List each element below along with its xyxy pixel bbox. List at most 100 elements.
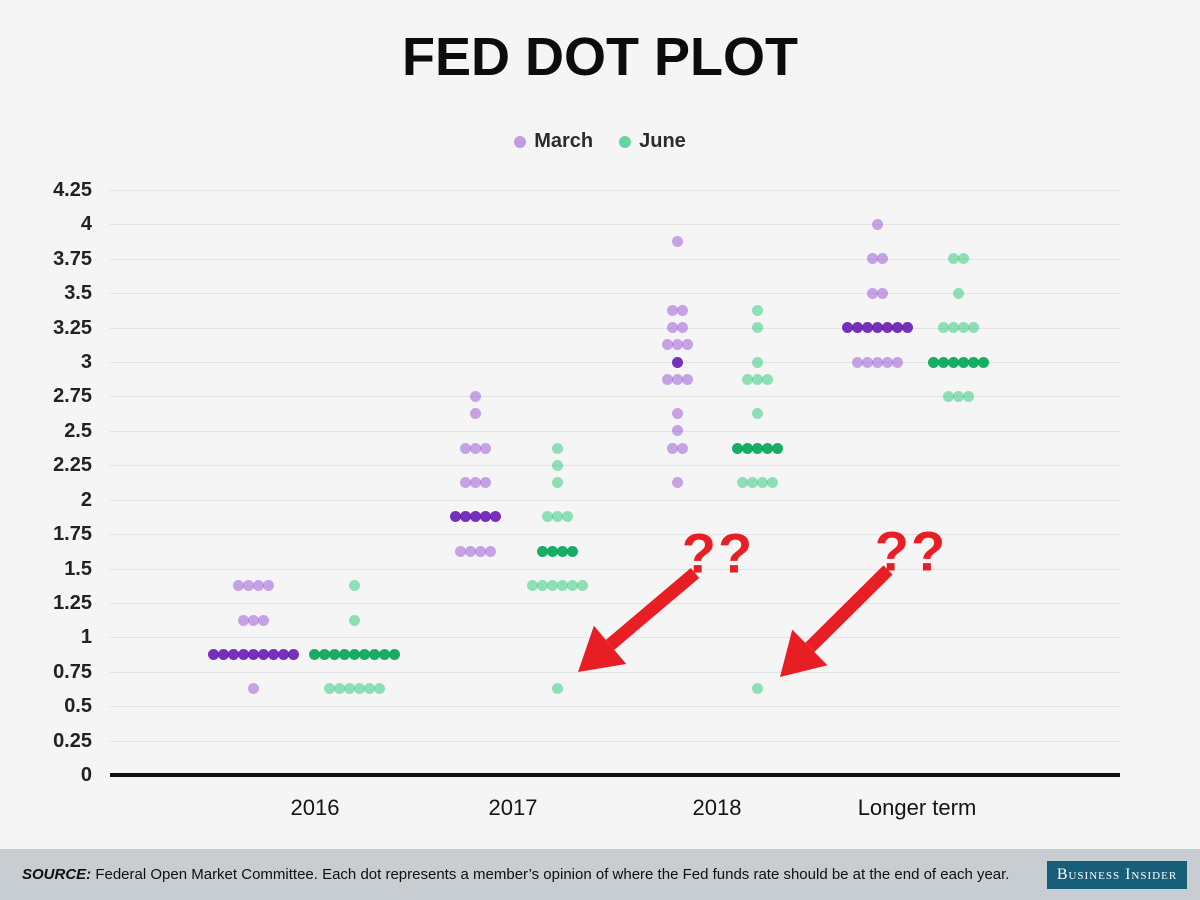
june-dot xyxy=(363,683,375,695)
march-dot xyxy=(237,649,249,661)
y-axis-tick-label: 0.25 xyxy=(53,729,92,752)
source-text: Federal Open Market Committee. Each dot … xyxy=(91,866,1010,883)
june-dot xyxy=(551,442,563,454)
june-dot xyxy=(957,253,969,265)
march-dot xyxy=(901,322,913,334)
march-dot xyxy=(671,356,683,368)
march-dot xyxy=(666,442,678,454)
y-axis-tick-label: 2 xyxy=(80,488,92,511)
march-dot xyxy=(671,477,683,488)
chart-legend: March June xyxy=(0,130,1200,153)
june-dot xyxy=(546,545,558,557)
march-dot xyxy=(257,649,269,661)
june-dot xyxy=(736,477,748,488)
source-label: SOURCE: xyxy=(22,866,92,883)
june-dot xyxy=(751,322,763,334)
june-dot xyxy=(551,511,563,523)
june-dot xyxy=(751,373,763,385)
june-dot xyxy=(556,545,568,557)
question-marks-annotation-2017: ?? xyxy=(681,521,755,585)
march-dot xyxy=(871,322,883,334)
march-dot xyxy=(227,649,239,661)
gridline xyxy=(110,327,1120,329)
june-dot xyxy=(761,373,773,385)
gridline xyxy=(110,534,1120,536)
gridline xyxy=(110,362,1120,364)
chart-title: FED DOT PLOT xyxy=(402,27,798,87)
march-dot xyxy=(469,442,481,454)
june-dot xyxy=(741,442,753,454)
march-dot xyxy=(671,236,683,248)
x-axis-tick-label: 2018 xyxy=(692,795,742,820)
y-axis-tick-label: 2.25 xyxy=(53,454,92,477)
y-axis-tick-label: 0 xyxy=(80,764,92,786)
june-dot xyxy=(358,649,370,661)
legend-label-march: March xyxy=(534,130,594,152)
june-dot xyxy=(348,649,360,661)
y-axis-tick-label: 1.75 xyxy=(53,523,92,546)
june-dot xyxy=(741,373,753,385)
footer-bar: SOURCE: Federal Open Market Committee. E… xyxy=(0,849,1200,900)
business-insider-logo: Business Insider xyxy=(1047,861,1187,889)
march-dot xyxy=(841,322,853,334)
june-dot xyxy=(551,459,563,471)
march-dot xyxy=(207,649,219,661)
march-dot xyxy=(449,511,461,523)
june-dot xyxy=(751,683,763,695)
march-dot xyxy=(866,287,878,299)
june-dot xyxy=(333,683,345,695)
june-dot xyxy=(551,683,563,695)
y-axis-tick-label: 2.75 xyxy=(53,385,92,408)
march-dot xyxy=(676,322,688,334)
march-dot xyxy=(469,408,481,420)
march-dot xyxy=(671,408,683,420)
june-dot xyxy=(546,580,558,592)
gridline xyxy=(110,706,1120,708)
march-dot xyxy=(851,356,863,368)
june-dot xyxy=(937,356,949,368)
june-dot xyxy=(536,545,548,557)
march-dot xyxy=(866,253,878,265)
june-dot xyxy=(348,614,360,626)
gridline xyxy=(110,637,1120,639)
june-dot xyxy=(947,356,959,368)
june-dot xyxy=(576,580,588,592)
march-dot xyxy=(247,683,259,695)
june-dot xyxy=(373,683,385,695)
march-dot xyxy=(287,649,299,661)
march-dot xyxy=(891,356,903,368)
gridline xyxy=(110,568,1120,570)
june-dot xyxy=(947,253,959,265)
march-dot xyxy=(247,649,259,661)
march-dot xyxy=(454,545,466,557)
june-dot xyxy=(927,356,939,368)
gridline xyxy=(110,499,1120,501)
march-dot xyxy=(676,304,688,316)
june-dot xyxy=(323,683,335,695)
march-dot xyxy=(232,580,244,592)
june-dot xyxy=(388,649,400,661)
march-dot xyxy=(489,511,501,523)
legend-label-june: June xyxy=(639,130,686,152)
june-dot xyxy=(751,304,763,316)
gridline xyxy=(110,602,1120,604)
y-axis-tick-label: 1.5 xyxy=(64,557,92,580)
question-marks-annotation-2018: ?? xyxy=(874,519,948,583)
june-dot xyxy=(338,649,350,661)
june-dot xyxy=(967,356,979,368)
march-dot xyxy=(681,373,693,385)
y-axis-tick-label: 1 xyxy=(80,626,92,649)
june-dot xyxy=(756,477,768,488)
june-dot xyxy=(368,649,380,661)
march-dot xyxy=(277,649,289,661)
y-axis-tick-label: 1.25 xyxy=(53,591,92,614)
y-axis-tick-label: 3.75 xyxy=(53,247,92,270)
march-dot xyxy=(891,322,903,334)
y-axis-tick-label: 3.25 xyxy=(53,316,92,339)
march-dot xyxy=(871,218,883,230)
x-axis-line xyxy=(110,773,1120,777)
legend-item-march: March xyxy=(514,130,593,153)
june-dot-icon xyxy=(619,135,632,148)
march-dot xyxy=(479,442,491,454)
